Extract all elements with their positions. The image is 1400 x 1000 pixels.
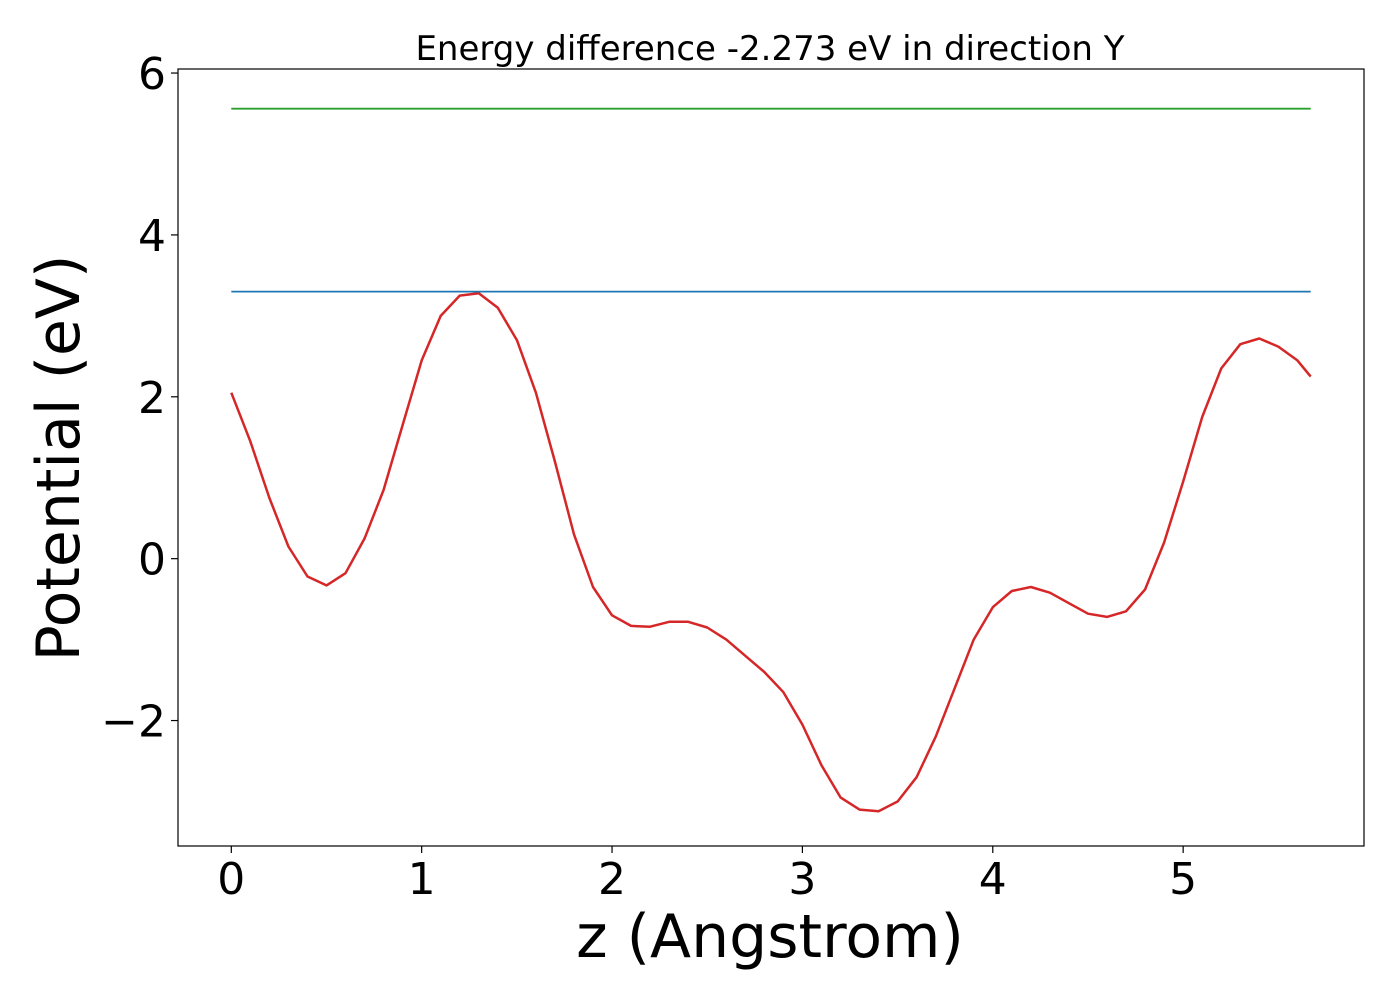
- x-axis-ticks: 0 1 2 3 4 5: [217, 846, 1197, 905]
- series-line-0: [230, 291, 1312, 813]
- x-tick-label: 0: [217, 854, 245, 905]
- y-tick-label: 2: [138, 373, 166, 424]
- plot-frame: [177, 68, 1365, 847]
- y-tick-label: 4: [138, 211, 166, 262]
- x-tick-label: 3: [788, 854, 816, 905]
- x-tick-label: 2: [598, 854, 626, 905]
- x-tick-label: 4: [979, 854, 1007, 905]
- y-tick-label: 0: [138, 535, 166, 586]
- y-tick-label: −2: [101, 697, 166, 748]
- chart-title: Energy difference -2.273 eV in direction…: [415, 29, 1124, 69]
- x-tick-label: 1: [408, 854, 436, 905]
- y-axis-title: Potential (eV): [24, 255, 94, 662]
- x-axis-title: z (Angstrom): [576, 902, 964, 972]
- y-axis-ticks: −2 0 2 4 6: [101, 49, 178, 748]
- series-layer: [230, 107, 1312, 813]
- plot-area: [177, 68, 1365, 847]
- y-tick-label: 6: [138, 49, 166, 100]
- x-tick-label: 5: [1169, 854, 1197, 905]
